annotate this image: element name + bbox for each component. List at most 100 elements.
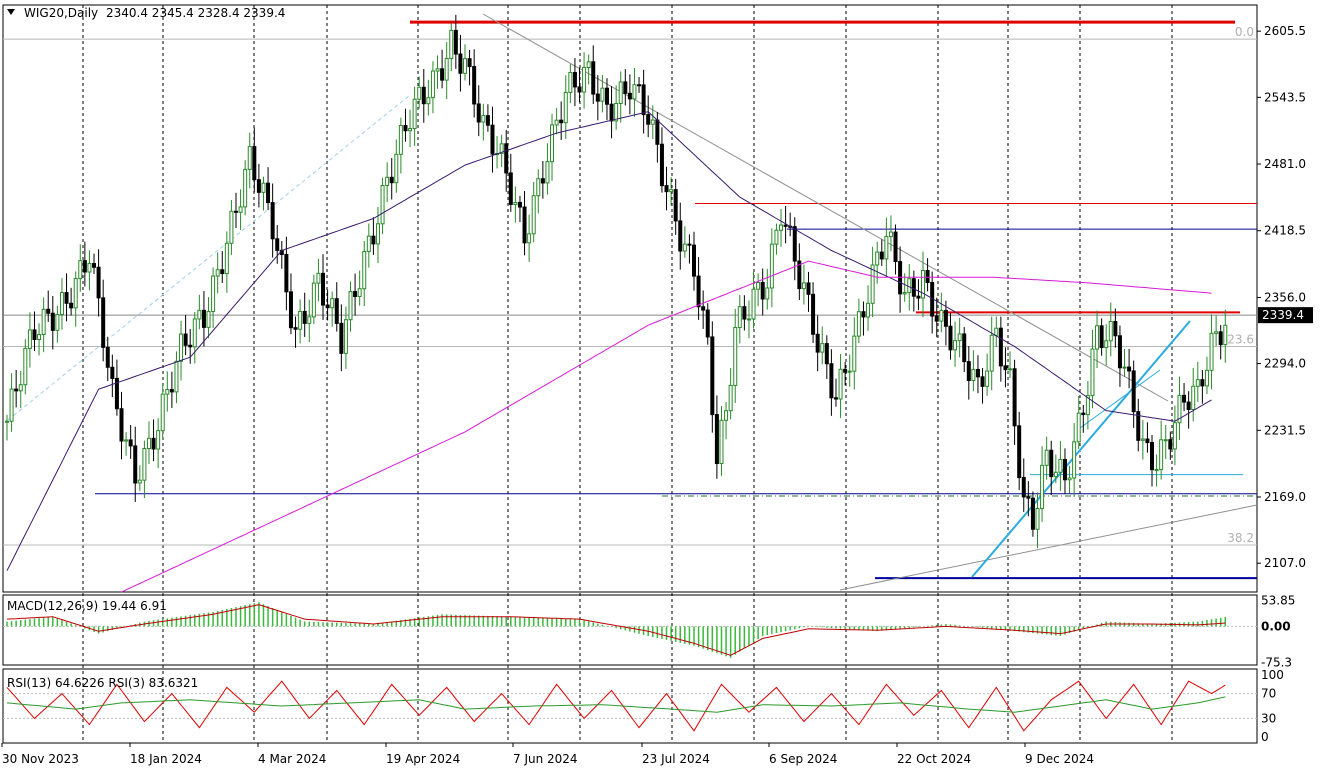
macd-panel <box>3 602 1257 658</box>
candle-body <box>824 343 829 365</box>
candle-body <box>975 368 980 378</box>
candle-body <box>1127 366 1132 372</box>
candle-body <box>646 114 651 125</box>
horizontal-levels <box>3 20 1257 580</box>
candle-body <box>1200 379 1205 387</box>
x-tick-label: 22 Oct 2024 <box>897 752 971 766</box>
ma-short-line <box>6 111 1212 571</box>
candle-body <box>256 179 261 193</box>
candle-body <box>1136 411 1141 441</box>
candle-body <box>1049 449 1054 478</box>
candle-body <box>724 410 729 421</box>
candle-body <box>1113 321 1118 337</box>
macd-tick-label: -75.3 <box>1261 656 1292 670</box>
candle-body <box>1021 477 1026 498</box>
ma-long-line <box>121 260 1212 593</box>
candle-body <box>27 329 32 349</box>
candle-body <box>637 84 642 87</box>
candle-body <box>522 206 527 244</box>
candle-body <box>1058 458 1063 473</box>
triangle-down-icon[interactable] <box>7 9 15 15</box>
candle-body <box>197 309 202 320</box>
x-tick-label: 23 Jul 2024 <box>642 752 710 766</box>
candle-body <box>430 70 435 99</box>
candle-body <box>797 260 802 290</box>
candle-body <box>229 210 234 244</box>
candle-body <box>298 310 303 330</box>
candle-body <box>325 304 330 309</box>
candle-body <box>843 368 848 373</box>
candle-body <box>609 103 614 122</box>
candle-body <box>128 439 133 447</box>
candle-body <box>284 253 289 293</box>
x-tick-label: 7 Jun 2024 <box>513 752 578 766</box>
candle-body <box>247 146 252 170</box>
candle-body <box>1218 331 1223 346</box>
candle-body <box>806 282 811 295</box>
candle-body <box>591 61 596 95</box>
candle-body <box>1204 369 1209 387</box>
candle-body <box>124 439 129 442</box>
candle-body <box>353 291 358 298</box>
candle-body <box>820 343 825 353</box>
candle-body <box>348 291 353 321</box>
candle-body <box>751 288 756 320</box>
y-tick-label: 2543.5 <box>1264 90 1306 104</box>
candle-body <box>742 306 747 320</box>
candle-body <box>921 270 925 299</box>
macd-label: MACD(12,26,9) 19.44 6.91 <box>7 599 167 613</box>
candle-body <box>1177 394 1182 424</box>
candle-body <box>632 84 637 100</box>
rsi-slow-line <box>6 696 1226 713</box>
candle-body <box>311 282 316 318</box>
candle-body <box>682 243 687 252</box>
candle-body <box>1095 325 1100 350</box>
candle-body <box>137 479 142 484</box>
rsi-panel-frame <box>2 668 1258 744</box>
candle-body <box>371 235 376 245</box>
candle-body <box>765 287 770 300</box>
candle-body <box>870 264 875 304</box>
candle-body <box>504 143 509 174</box>
candle-body <box>678 220 683 252</box>
candle-body <box>1154 469 1159 472</box>
candle-body <box>559 119 564 124</box>
candle-body <box>701 306 706 311</box>
trend-line-long-up <box>839 504 1258 591</box>
candle-body <box>330 298 335 309</box>
candle-body <box>1067 477 1072 481</box>
candle-body <box>110 366 115 379</box>
candle-body <box>449 29 454 59</box>
candle-body <box>261 182 266 193</box>
candle-body <box>46 308 51 314</box>
candle-body <box>838 368 843 400</box>
candle-body <box>1044 449 1049 466</box>
candle-body <box>939 309 944 322</box>
candle-body <box>1117 335 1122 369</box>
candle-body <box>485 115 490 126</box>
candle-body <box>783 224 788 227</box>
candle-body <box>142 448 147 481</box>
rsi-tick-label: 100 <box>1261 668 1284 682</box>
candle-body <box>179 333 184 362</box>
candle-body <box>1081 412 1086 416</box>
fib-level-label: 38.2 <box>1227 531 1254 545</box>
moving-averages <box>6 111 1212 593</box>
candle-body <box>206 311 211 328</box>
candle-body <box>69 302 74 309</box>
candle-body <box>733 327 738 386</box>
header: WIG20,Daily 2340.4 2345.4 2328.4 2339.4 <box>7 6 285 20</box>
candle-body <box>829 363 834 399</box>
candle-body <box>82 260 87 273</box>
candle-body <box>692 244 696 277</box>
ohlc-values: 2340.4 2345.4 2328.4 2339.4 <box>106 6 285 20</box>
candle-body <box>531 195 536 235</box>
candle-body <box>234 210 238 213</box>
candle-body <box>943 309 948 327</box>
x-tick-label: 9 Dec 2024 <box>1025 752 1094 766</box>
macd-tick-label: 53.85 <box>1261 593 1295 607</box>
candle-body <box>934 315 939 322</box>
candle-body <box>1122 366 1127 369</box>
